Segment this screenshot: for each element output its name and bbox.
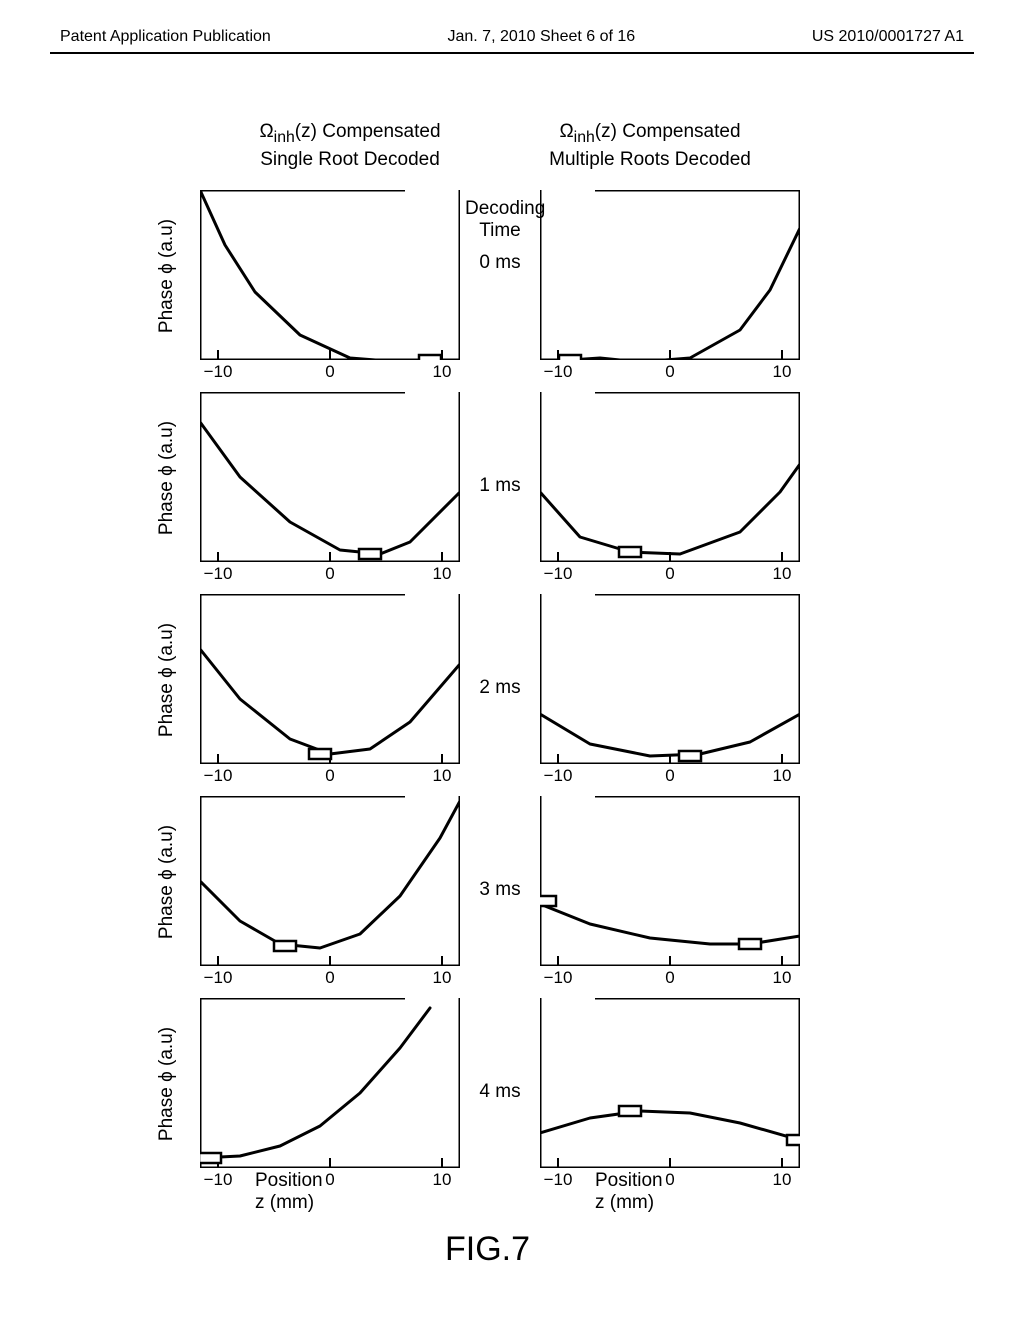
chart-panel [200, 998, 460, 1168]
chart-panel [540, 796, 800, 966]
x-tick-label: −10 [540, 362, 576, 382]
x-tick-label: 10 [424, 968, 460, 988]
figure-caption: FIG.7 [445, 1230, 530, 1269]
center-header: Decoding Time [465, 198, 535, 242]
col-title-left: Ωinh(z) Compensated Single Root Decoded [210, 120, 490, 171]
x-tick-label: 0 [312, 766, 348, 786]
x-tick-label: 0 [652, 766, 688, 786]
row-time-label: 4 ms [465, 1081, 535, 1103]
col-title-right: Ωinh(z) Compensated Multiple Roots Decod… [510, 120, 790, 171]
y-axis-label: Phase ϕ (a.u) [156, 825, 178, 939]
y-axis-label: Phase ϕ (a.u) [156, 219, 178, 333]
row-time-label: 2 ms [465, 677, 535, 699]
x-tick-label: 10 [764, 564, 800, 584]
x-tick-label: 10 [424, 766, 460, 786]
row-time-label: 0 ms [465, 252, 535, 274]
chart-panel [540, 998, 800, 1168]
row-time-label: 1 ms [465, 475, 535, 497]
chart-panel [540, 392, 800, 562]
x-tick-label: 10 [424, 1170, 460, 1190]
x-tick-label: 10 [424, 564, 460, 584]
chart-panel [200, 392, 460, 562]
y-axis-label: Phase ϕ (a.u) [156, 623, 178, 737]
header-center: Jan. 7, 2010 Sheet 6 of 16 [447, 28, 635, 46]
x-axis-label: Position z (mm) [595, 1170, 663, 1214]
x-tick-label: −10 [200, 564, 236, 584]
y-axis-label: Phase ϕ (a.u) [156, 1027, 178, 1141]
x-tick-label: −10 [540, 1170, 576, 1190]
x-tick-label: 10 [764, 968, 800, 988]
chart-panel [540, 190, 800, 360]
header-rule [50, 52, 974, 54]
chart-panel [200, 594, 460, 764]
x-tick-label: 0 [652, 564, 688, 584]
x-tick-label: 0 [312, 968, 348, 988]
x-axis-label: Position z (mm) [255, 1170, 323, 1214]
chart-panel [540, 594, 800, 764]
x-tick-label: 10 [764, 766, 800, 786]
x-tick-label: −10 [200, 968, 236, 988]
x-tick-label: 0 [312, 564, 348, 584]
x-tick-label: −10 [200, 362, 236, 382]
page-header: Patent Application Publication Jan. 7, 2… [0, 28, 1024, 46]
x-tick-label: 0 [652, 362, 688, 382]
x-tick-label: −10 [200, 766, 236, 786]
x-tick-label: −10 [540, 766, 576, 786]
y-axis-label: Phase ϕ (a.u) [156, 421, 178, 535]
x-tick-label: 0 [312, 362, 348, 382]
x-tick-label: 10 [424, 362, 460, 382]
x-tick-label: 10 [764, 1170, 800, 1190]
header-right: US 2010/0001727 A1 [812, 28, 964, 46]
x-tick-label: 10 [764, 362, 800, 382]
x-tick-label: −10 [540, 564, 576, 584]
x-tick-label: 0 [652, 968, 688, 988]
x-tick-label: −10 [200, 1170, 236, 1190]
header-left: Patent Application Publication [60, 28, 271, 46]
row-time-label: 3 ms [465, 879, 535, 901]
chart-panel [200, 796, 460, 966]
x-tick-label: −10 [540, 968, 576, 988]
chart-panel [200, 190, 460, 360]
